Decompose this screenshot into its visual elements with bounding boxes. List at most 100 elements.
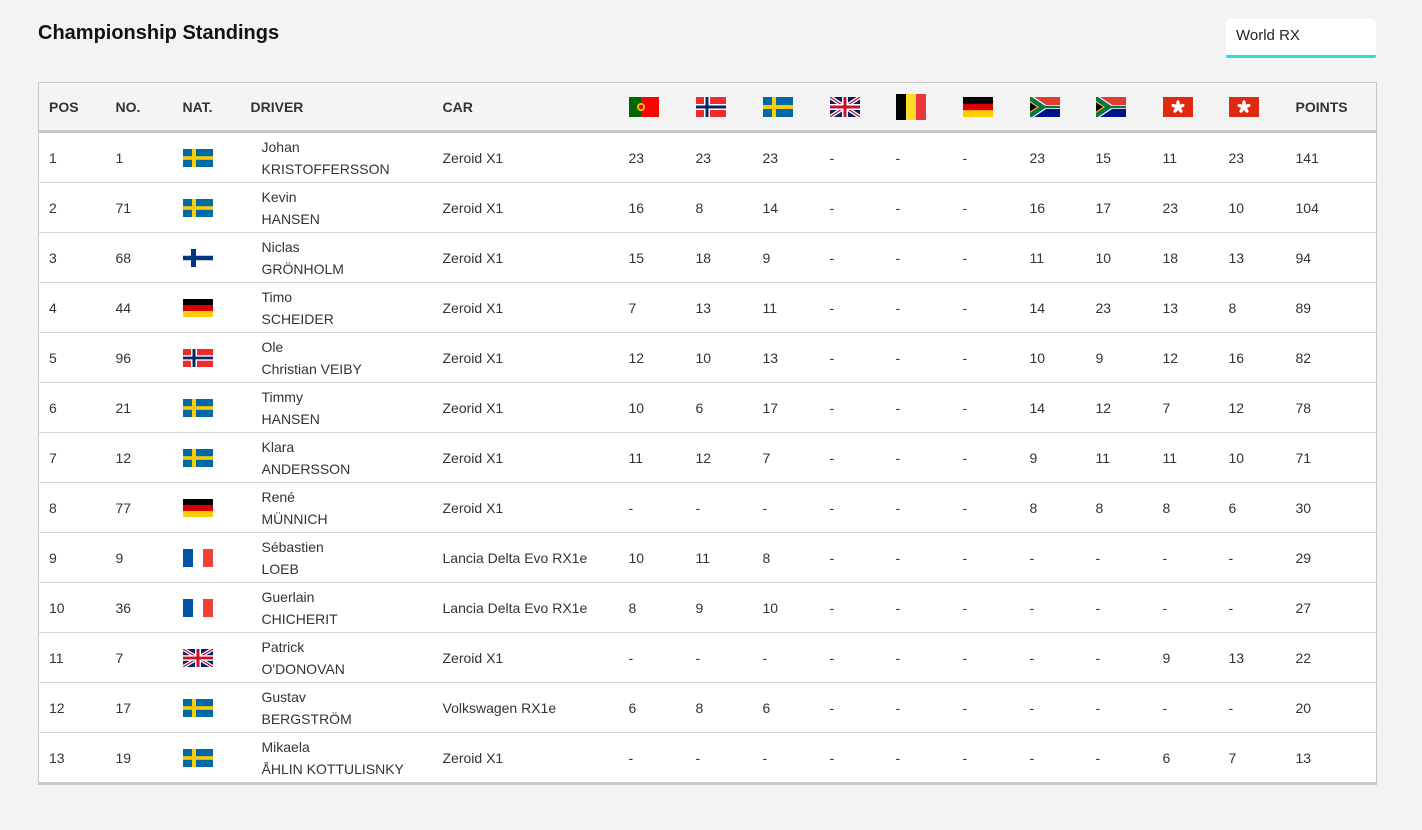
round-result: 6 [685,382,753,433]
round-result: - [885,131,953,183]
position: 7 [38,432,106,483]
round-result: 8 [618,582,686,633]
position: 1 [38,131,106,183]
round-result: - [1152,582,1219,633]
flag-icon [1228,96,1259,117]
round-result: 13 [1218,632,1286,683]
round-result: - [819,532,886,583]
round-result: - [952,332,1020,383]
nationality [172,532,241,583]
driver: Klara ANDERSSON [240,432,433,483]
round-result: - [685,482,753,533]
round-result: 23 [752,131,820,183]
round-result: 12 [1152,332,1219,383]
round-header [952,82,1020,133]
round-result: 13 [1218,232,1286,283]
round-result: 23 [1019,131,1086,183]
standings-row: 13 19 Mikaela ÅHLIN KOTTULISNKY Zeroid X1- - -… [38,732,1377,784]
flag-icon [182,148,213,167]
round-result: 9 [1085,332,1153,383]
round-result: - [819,182,886,233]
round-result: - [885,232,953,283]
driver-last-name: GRÖNHOLM [261,260,344,277]
driver-first-name: Niclas [261,238,300,255]
car-number: 1 [105,131,173,183]
round-result: 13 [752,332,820,383]
round-result: - [952,482,1020,533]
car: Lancia Delta Evo RX1e [432,532,619,583]
series-selector[interactable]: World RX [1226,19,1376,58]
nationality [172,482,241,533]
round-result: - [1019,682,1086,733]
round-result: 10 [685,332,753,383]
position: 6 [38,382,106,433]
standings-row: 12 17 Gustav BERGSTRÖM Volkswagen RX1e 6 8 6- - -… [38,682,1377,733]
car-number: 96 [105,332,173,383]
round-result: 10 [618,382,686,433]
car: Zeroid X1 [432,232,619,283]
driver-first-name: Timmy [261,388,303,405]
round-result: 11 [618,432,686,483]
flag-icon [628,96,659,117]
points: 78 [1285,382,1377,433]
standings-row: 3 68 Niclas GRÖNHOLM Zeroid X1 15 18 9- - -11 10 18… [38,232,1377,283]
round-result: 11 [752,282,820,333]
round-result: 23 [618,131,686,183]
round-result: 8 [752,532,820,583]
driver: Guerlain CHICHERIT [240,582,433,633]
points: 27 [1285,582,1377,633]
driver-last-name: CHICHERIT [261,610,338,627]
flag-icon [829,96,860,117]
round-result: 11 [1152,432,1219,483]
round-result: 16 [618,182,686,233]
flag-icon [182,398,213,417]
flag-icon [762,96,793,117]
round-result: - [885,632,953,683]
car: Zeroid X1 [432,131,619,183]
round-result: 15 [1085,131,1153,183]
round-result: 7 [1152,382,1219,433]
round-result: - [1019,582,1086,633]
round-result: - [1085,732,1153,784]
flag-icon [1029,96,1060,117]
flag-icon [182,698,213,717]
car-number: 19 [105,732,173,784]
col-header: POINTS [1285,82,1377,133]
car: Zeroid X1 [432,332,619,383]
round-result: - [819,131,886,183]
round-result: - [618,632,686,683]
car-number: 12 [105,432,173,483]
standings-row: 5 96 Ole Christian VEIBY Zeroid X1 12 10 13- - -1… [38,332,1377,383]
round-result: - [1218,532,1286,583]
standings-table: POS NO. NAT. DRIVER CAR POINTS 1 1 Johan KR… [38,82,1377,785]
round-result: - [952,582,1020,633]
round-result: 11 [1152,131,1219,183]
header-row: POS NO. NAT. DRIVER CAR POINTS [38,82,1377,133]
round-result: 8 [685,182,753,233]
round-result: - [885,182,953,233]
round-result: - [1019,532,1086,583]
round-result: 12 [1218,382,1286,433]
flag-icon [695,96,726,117]
driver-last-name: Christian VEIBY [261,360,362,377]
driver-last-name: ANDERSSON [261,460,351,477]
driver: Patrick O'DONOVAN [240,632,433,683]
car: Zeroid X1 [432,732,619,784]
car-number: 71 [105,182,173,233]
flag-icon [962,96,993,117]
flag-icon [182,298,213,317]
round-result: - [885,382,953,433]
nationality [172,582,241,633]
flag-icon [182,348,213,367]
points: 94 [1285,232,1377,283]
driver: Mikaela ÅHLIN KOTTULISNKY [240,732,433,784]
round-result: - [885,432,953,483]
round-result: - [885,482,953,533]
driver-first-name: Timo [261,288,293,305]
points: 141 [1285,131,1377,183]
car-number: 44 [105,282,173,333]
round-result: 9 [685,582,753,633]
car-number: 77 [105,482,173,533]
round-result: 16 [1218,332,1286,383]
